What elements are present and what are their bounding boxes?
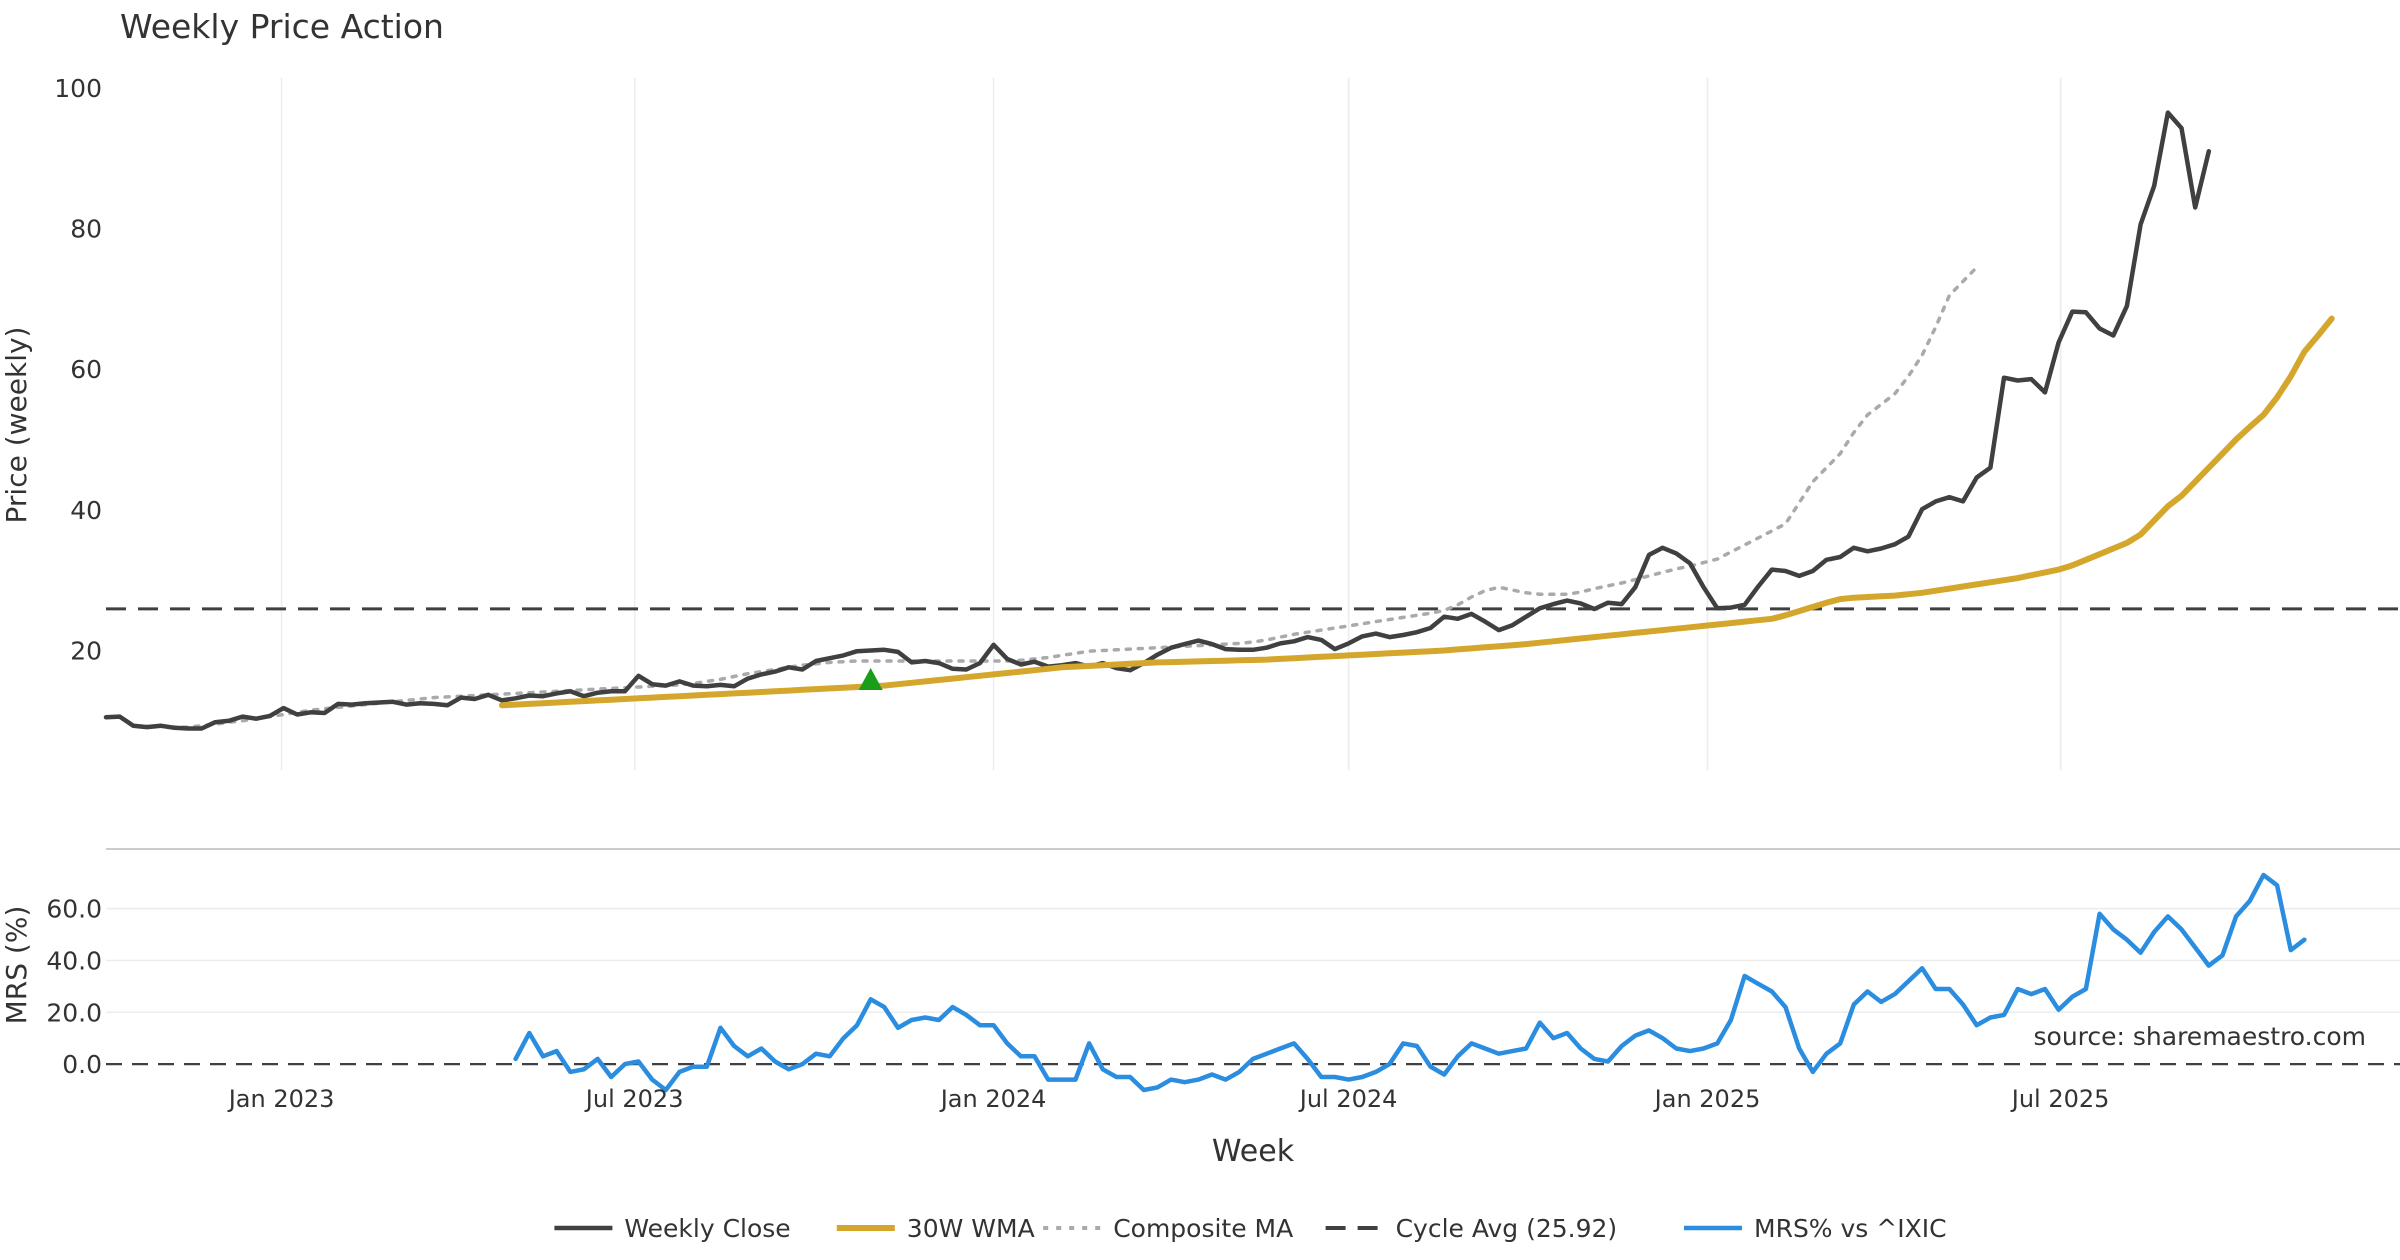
mrs-y-axis-label: MRS (%) — [0, 906, 33, 1025]
signal-marker — [858, 668, 883, 691]
mrs-y-ticks: 0.0 20.0 40.0 60.0 — [46, 895, 102, 1079]
price-y-tick-label: 100 — [54, 74, 102, 103]
legend-item-composite-ma: Composite MA — [1043, 1214, 1293, 1243]
price-y-tick-label: 20 — [70, 636, 102, 665]
x-tick-label: Jul 2024 — [1298, 1085, 1398, 1113]
mrs-y-tick-label: 60.0 — [46, 895, 102, 924]
mrs-y-tick-label: 0.0 — [62, 1050, 102, 1079]
series-mrs-vs-ixic — [513, 872, 2307, 1093]
legend-label: MRS% vs ^IXIC — [1754, 1214, 1947, 1243]
chart-title: Weekly Price Action — [120, 7, 444, 46]
legend-item-weekly-close: Weekly Close — [554, 1214, 791, 1243]
x-tick-label: Jan 2023 — [227, 1085, 335, 1113]
x-tick-label: Jul 2025 — [2010, 1085, 2110, 1113]
series-layer — [103, 110, 2400, 1093]
x-axis-label: Week — [1212, 1134, 1295, 1169]
series-weekly-close — [103, 110, 2212, 731]
price-y-axis-label: Price (weekly) — [0, 327, 33, 524]
mrs-horizontal-grid — [106, 907, 2400, 1066]
x-ticks: Jan 2023 Jul 2023 Jan 2024 Jul 2024 Jan 2025… — [227, 1085, 2110, 1113]
price-y-tick-label: 80 — [70, 215, 102, 244]
price-vertical-grid — [280, 78, 2062, 770]
legend-item-cycle-avg-25-92: Cycle Avg (25.92) — [1325, 1214, 1618, 1243]
legend-item-mrs-vs-ixic: MRS% vs ^IXIC — [1684, 1214, 1947, 1243]
source-annotation: source: sharemaestro.com — [2034, 1022, 2367, 1051]
x-tick-label: Jul 2023 — [584, 1085, 684, 1113]
legend: Weekly Close 30W WMA Composite MA Cycle Avg… — [554, 1214, 1947, 1243]
mrs-y-tick-label: 40.0 — [46, 946, 102, 975]
series-30w-wma — [499, 315, 2335, 709]
mrs-y-tick-label: 20.0 — [46, 998, 102, 1027]
x-tick-label: Jan 2024 — [939, 1085, 1047, 1113]
legend-label: Weekly Close — [624, 1214, 790, 1243]
legend-item-30w-wma: 30W WMA — [836, 1214, 1035, 1243]
legend-label: Composite MA — [1113, 1214, 1293, 1243]
price-y-tick-label: 40 — [70, 496, 102, 525]
price-y-ticks: 20 40 60 80 100 — [54, 74, 102, 665]
series-composite-ma — [145, 265, 1979, 729]
x-tick-label: Jan 2025 — [1653, 1085, 1761, 1113]
price-y-tick-label: 60 — [70, 355, 102, 384]
legend-label: 30W WMA — [907, 1214, 1035, 1243]
legend-label: Cycle Avg (25.92) — [1396, 1214, 1618, 1243]
